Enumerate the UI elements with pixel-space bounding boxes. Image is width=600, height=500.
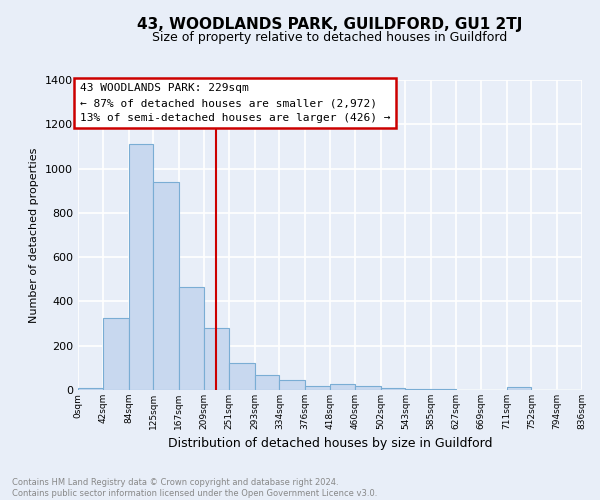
X-axis label: Distribution of detached houses by size in Guildford: Distribution of detached houses by size … — [168, 438, 492, 450]
Bar — [406, 389, 431, 390]
Text: Contains HM Land Registry data © Crown copyright and database right 2024.
Contai: Contains HM Land Registry data © Crown c… — [12, 478, 377, 498]
Bar — [330, 384, 355, 390]
Bar — [229, 364, 254, 390]
Title: Size of property relative to detached houses in Guildford: Size of property relative to detached ho… — [152, 31, 508, 44]
Text: 43, WOODLANDS PARK, GUILDFORD, GU1 2TJ: 43, WOODLANDS PARK, GUILDFORD, GU1 2TJ — [137, 18, 523, 32]
Bar — [204, 328, 229, 390]
Text: 43 WOODLANDS PARK: 229sqm
← 87% of detached houses are smaller (2,972)
13% of se: 43 WOODLANDS PARK: 229sqm ← 87% of detac… — [80, 84, 391, 123]
Bar — [179, 287, 204, 390]
Bar — [380, 388, 406, 390]
Bar — [506, 387, 532, 390]
Y-axis label: Number of detached properties: Number of detached properties — [29, 148, 40, 322]
Bar — [431, 389, 456, 390]
Bar — [254, 375, 280, 390]
Bar — [280, 380, 305, 390]
Bar — [154, 182, 179, 390]
Bar — [355, 386, 380, 390]
Bar — [78, 388, 103, 390]
Bar — [305, 386, 330, 390]
Bar — [103, 318, 128, 390]
Bar — [128, 144, 154, 390]
